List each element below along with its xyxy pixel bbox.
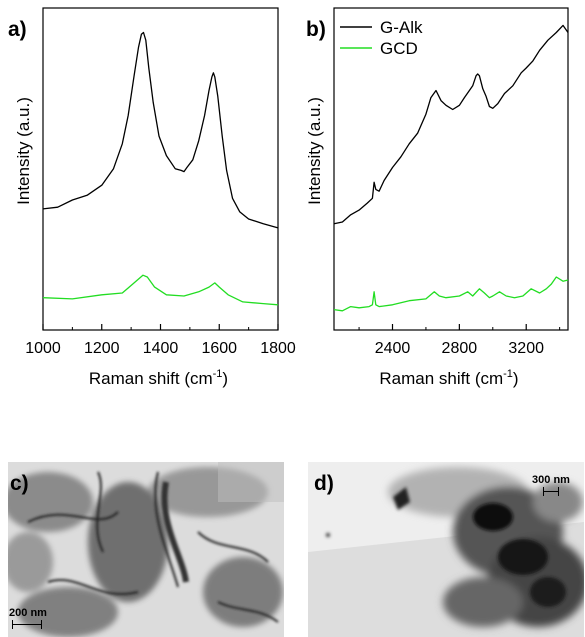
x-axis-label-b: Raman shift (cm-1) (379, 368, 518, 388)
legend: G-Alk GCD (340, 18, 423, 58)
y-axis-label-b: Intensity (a.u.) (305, 97, 324, 205)
tem-micrograph-d (308, 462, 584, 637)
legend-label-gcd: GCD (380, 39, 418, 58)
x-tick-label: 3200 (508, 340, 544, 357)
panel-label-b: b) (306, 18, 326, 41)
series-line-gcd (42, 274, 279, 306)
series-line-g-alk (42, 31, 279, 229)
y-axis-label-a: Intensity (a.u.) (14, 97, 33, 205)
x-ticks-a: 1000 1200 1400 1600 1800 (25, 324, 296, 357)
panel-label-a: a) (8, 18, 27, 41)
x-tick-label: 1600 (201, 340, 237, 357)
x-tick-label: 1800 (260, 340, 296, 357)
scale-bar-line-c (12, 620, 42, 629)
panel-label-c: c) (10, 472, 29, 495)
tem-image-d: d) 300 nm (308, 462, 584, 637)
x-tick-label: 1000 (25, 340, 61, 357)
raman-figure: 1000 1200 1400 1600 1800 Intensity (a.u.) Ra… (8, 7, 569, 388)
x-axis-label-a: Raman shift (cm-1) (89, 368, 228, 388)
x-ticks-b: 2400 2800 3200 (358, 324, 561, 357)
series-line-g-alk (333, 24, 569, 225)
x-tick-label: 2400 (375, 340, 411, 357)
x-tick-label: 1400 (143, 340, 179, 357)
scale-bar-label-c: 200 nm (9, 607, 47, 619)
series-lines-b (333, 24, 569, 312)
series-line-gcd (333, 276, 569, 312)
plot-frame-b (333, 7, 569, 331)
scale-bar-line-d (543, 487, 559, 496)
chart-panel-b: 2400 2800 3200 Intensity (a.u.) Raman shif… (305, 7, 569, 388)
tem-micrograph-c (8, 462, 284, 637)
panel-label-d: d) (314, 472, 334, 495)
x-tick-label: 2800 (442, 340, 478, 357)
x-tick-label: 1200 (84, 340, 120, 357)
legend-label-g-alk: G-Alk (380, 18, 423, 37)
chart-panel-a: 1000 1200 1400 1600 1800 Intensity (a.u.) Ra… (14, 7, 296, 388)
series-lines-a (42, 31, 279, 306)
plot-frame-a (42, 7, 279, 331)
scale-bar-d: 300 nm (526, 474, 576, 496)
scale-bar-label-d: 300 nm (532, 474, 570, 486)
scale-bar-c: 200 nm (8, 607, 48, 629)
tem-image-c: c) 200 nm (8, 462, 284, 637)
